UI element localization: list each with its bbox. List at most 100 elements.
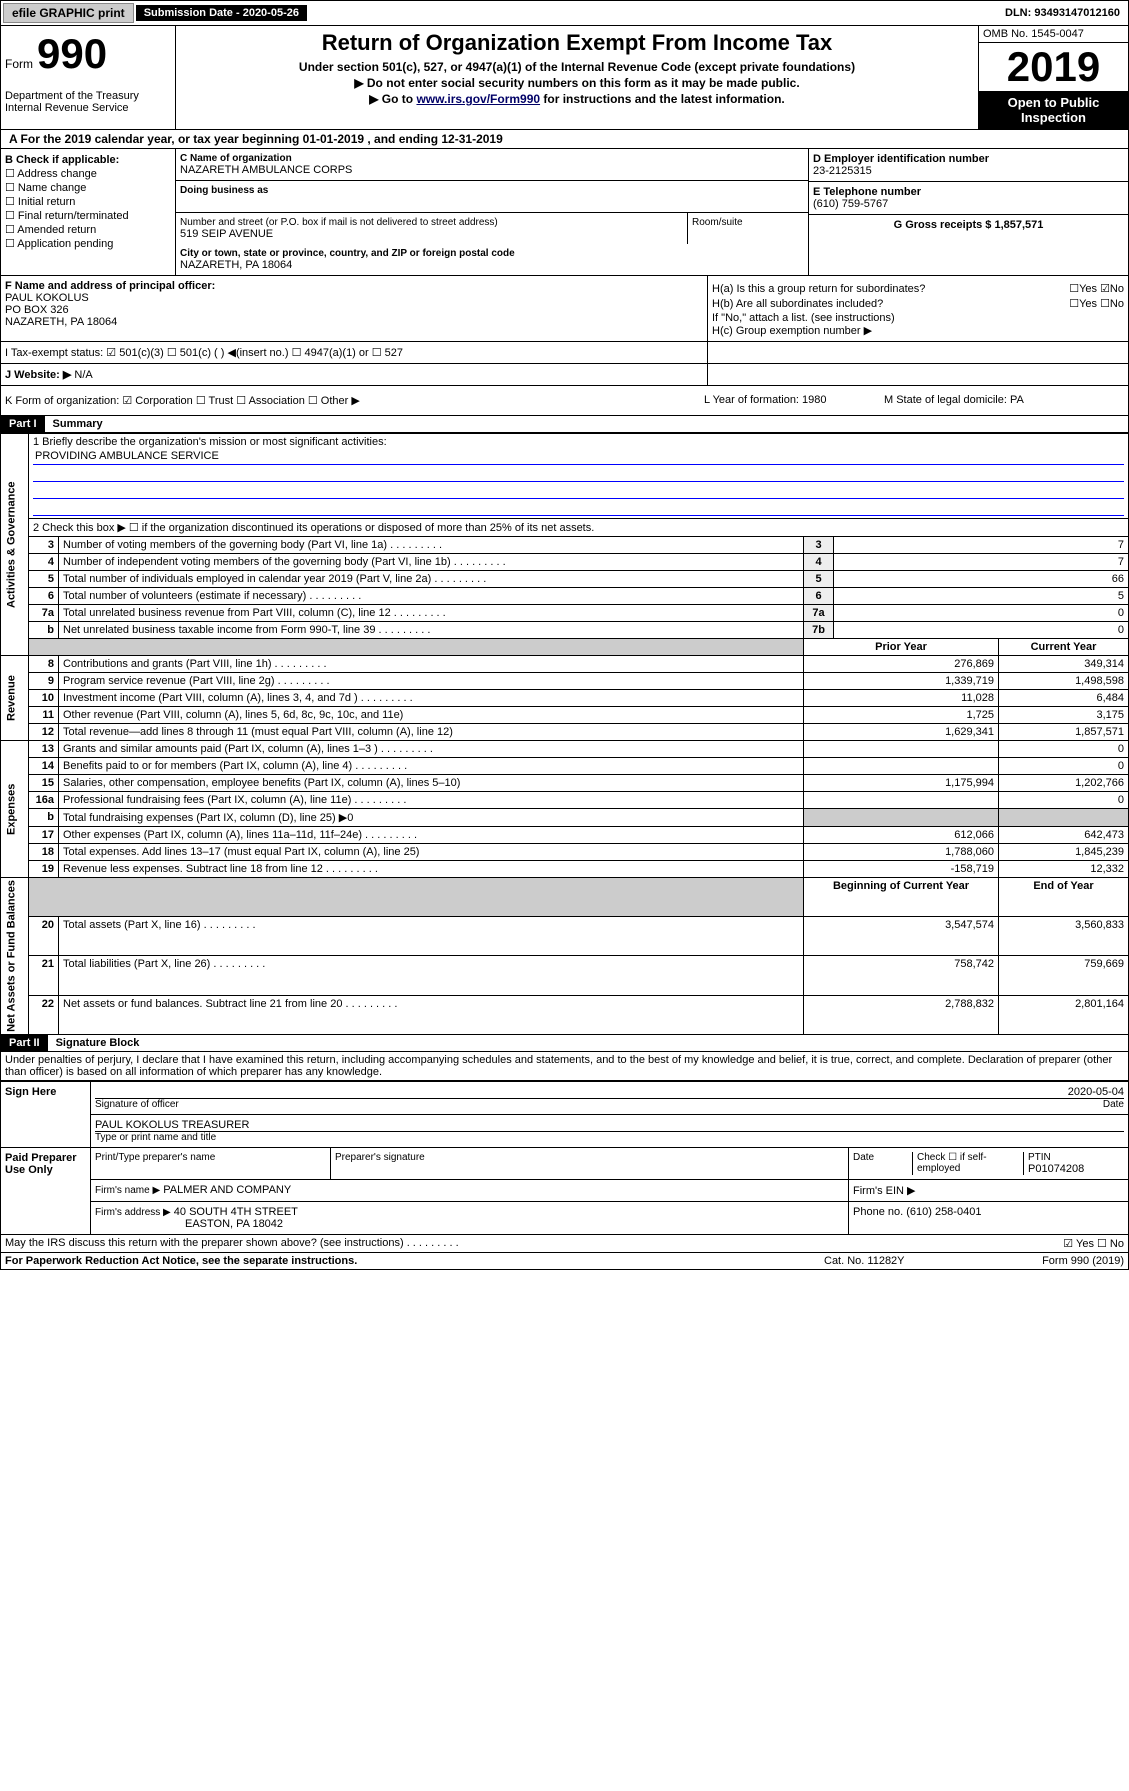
firm-ein-label: Firm's EIN ▶ xyxy=(849,1179,1129,1201)
hb-note: If "No," attach a list. (see instruction… xyxy=(712,312,1124,324)
ha-answer: ☐Yes ☑No xyxy=(1069,282,1124,295)
cb-final-return[interactable]: ☐ Final return/terminated xyxy=(5,209,171,222)
form-number: 990 xyxy=(37,30,107,78)
city-label: City or town, state or province, country… xyxy=(180,248,804,259)
row-k: K Form of organization: ☑ Corporation ☐ … xyxy=(0,386,1129,416)
section-b-to-g: B Check if applicable: ☐ Address change … xyxy=(0,149,1129,276)
ein-value: 23-2125315 xyxy=(813,165,1124,177)
name-title-label: Type or print name and title xyxy=(95,1132,1124,1143)
irs-link[interactable]: www.irs.gov/Form990 xyxy=(416,92,540,106)
org-name-label: C Name of organization xyxy=(180,153,804,164)
self-employed-cb[interactable]: Check ☐ if self-employed xyxy=(913,1152,1024,1175)
part1-header: Part I Summary xyxy=(0,416,1129,433)
tel-value: (610) 759-5767 xyxy=(813,198,1124,210)
tax-status-label: I Tax-exempt status: xyxy=(5,347,103,359)
mission-text: PROVIDING AMBULANCE SERVICE xyxy=(33,448,1124,465)
dept-label: Department of the Treasury Internal Reve… xyxy=(5,90,171,114)
prep-date-label: Date xyxy=(853,1152,913,1175)
line2-text: 2 Check this box ▶ ☐ if the organization… xyxy=(29,519,1129,537)
val-6: 5 xyxy=(834,588,1129,605)
gross-receipts: G Gross receipts $ 1,857,571 xyxy=(894,219,1044,231)
tel-label: E Telephone number xyxy=(813,186,1124,198)
side-net-assets: Net Assets or Fund Balances xyxy=(1,878,29,1035)
row-a-period: A For the 2019 calendar year, or tax yea… xyxy=(0,130,1129,149)
firm-name-label: Firm's name ▶ xyxy=(95,1185,160,1196)
subtitle-1: Under section 501(c), 527, or 4947(a)(1)… xyxy=(180,60,974,74)
discuss-answer: ☑ Yes ☐ No xyxy=(1063,1237,1124,1250)
ptin-label: PTIN xyxy=(1028,1152,1120,1163)
discuss-text: May the IRS discuss this return with the… xyxy=(5,1237,1063,1250)
footer: For Paperwork Reduction Act Notice, see … xyxy=(0,1253,1129,1270)
prior-year-hdr: Prior Year xyxy=(804,639,999,656)
hb-answer: ☐Yes ☐No xyxy=(1069,297,1124,310)
side-revenue: Revenue xyxy=(1,656,29,741)
val-7a: 0 xyxy=(834,605,1129,622)
side-expenses: Expenses xyxy=(1,741,29,878)
prep-name-label: Print/Type preparer's name xyxy=(95,1152,326,1163)
firm-addr-label: Firm's address ▶ xyxy=(95,1207,171,1218)
omb-number: OMB No. 1545-0047 xyxy=(979,26,1128,43)
cb-initial-return[interactable]: ☐ Initial return xyxy=(5,195,171,208)
dba-label: Doing business as xyxy=(180,185,804,196)
officer-addr1: PO BOX 326 xyxy=(5,304,703,316)
room-label: Room/suite xyxy=(692,217,804,228)
officer-name: PAUL KOKOLUS xyxy=(5,292,703,304)
firm-addr: 40 SOUTH 4TH STREET xyxy=(174,1206,298,1218)
form-header: Form 990 Department of the Treasury Inte… xyxy=(0,26,1129,130)
col-b-header: B Check if applicable: xyxy=(5,154,171,166)
ha-label: H(a) Is this a group return for subordin… xyxy=(712,283,1069,295)
cb-name-change[interactable]: ☐ Name change xyxy=(5,181,171,194)
summary-table: Activities & Governance 1 Briefly descri… xyxy=(0,433,1129,1035)
subtitle-3: ▶ Go to www.irs.gov/Form990 for instruct… xyxy=(180,92,974,106)
cb-amended[interactable]: ☐ Amended return xyxy=(5,223,171,236)
cb-pending[interactable]: ☐ Application pending xyxy=(5,237,171,250)
footer-right: Form 990 (2019) xyxy=(974,1255,1124,1267)
signature-table: Sign Here 2020-05-04 Signature of office… xyxy=(0,1081,1129,1235)
row-i: I Tax-exempt status: ☑ 501(c)(3) ☐ 501(c… xyxy=(0,342,1129,364)
begin-year-hdr: Beginning of Current Year xyxy=(804,878,999,917)
efile-button[interactable]: efile GRAPHIC print xyxy=(3,3,134,23)
footer-mid: Cat. No. 11282Y xyxy=(824,1255,974,1267)
val-4: 7 xyxy=(834,554,1129,571)
form-org-type: K Form of organization: ☑ Corporation ☐ … xyxy=(5,394,704,407)
hc-label: H(c) Group exemption number ▶ xyxy=(712,324,1124,337)
org-name: NAZARETH AMBULANCE CORPS xyxy=(180,164,804,176)
discuss-row: May the IRS discuss this return with the… xyxy=(0,1235,1129,1253)
form-title: Return of Organization Exempt From Incom… xyxy=(180,30,974,56)
date-label: Date xyxy=(1103,1099,1124,1110)
officer-addr2: NAZARETH, PA 18064 xyxy=(5,316,703,328)
top-toolbar: efile GRAPHIC print Submission Date - 20… xyxy=(0,0,1129,26)
perjury-text: Under penalties of perjury, I declare th… xyxy=(0,1052,1129,1081)
sign-here-label: Sign Here xyxy=(1,1081,91,1147)
sig-officer-label: Signature of officer xyxy=(95,1099,1103,1110)
tax-status-opts: ☑ 501(c)(3) ☐ 501(c) ( ) ◀(insert no.) ☐… xyxy=(106,347,403,359)
current-year-hdr: Current Year xyxy=(999,639,1129,656)
side-governance: Activities & Governance xyxy=(1,434,29,656)
website-value: N/A xyxy=(74,369,92,381)
ptin-value: P01074208 xyxy=(1028,1163,1120,1175)
dln-value: DLN: 93493147012160 xyxy=(997,5,1128,21)
street-address: 519 SEIP AVENUE xyxy=(180,228,683,240)
cb-address-change[interactable]: ☐ Address change xyxy=(5,167,171,180)
hb-label: H(b) Are all subordinates included? xyxy=(712,298,1069,310)
subtitle-2: ▶ Do not enter social security numbers o… xyxy=(180,76,974,90)
row-j: J Website: ▶ N/A xyxy=(0,364,1129,386)
city-value: NAZARETH, PA 18064 xyxy=(180,259,804,271)
year-formation: L Year of formation: 1980 xyxy=(704,394,884,407)
line1-label: 1 Briefly describe the organization's mi… xyxy=(33,436,1124,448)
officer-printed-name: PAUL KOKOLUS TREASURER xyxy=(95,1119,1124,1132)
tax-year: 2019 xyxy=(979,43,1128,91)
addr-label: Number and street (or P.O. box if mail i… xyxy=(180,217,683,228)
website-label: J Website: ▶ xyxy=(5,369,71,381)
part2-header: Part II Signature Block xyxy=(0,1035,1129,1052)
val-7b: 0 xyxy=(834,622,1129,639)
end-year-hdr: End of Year xyxy=(999,878,1129,917)
inspection-badge: Open to Public Inspection xyxy=(979,91,1128,129)
val-5: 66 xyxy=(834,571,1129,588)
state-domicile: M State of legal domicile: PA xyxy=(884,394,1124,407)
firm-name: PALMER AND COMPANY xyxy=(163,1184,291,1196)
sig-date: 2020-05-04 xyxy=(1068,1086,1124,1098)
form-label: Form xyxy=(5,57,33,71)
section-f-h: F Name and address of principal officer:… xyxy=(0,276,1129,342)
submission-date: Submission Date - 2020-05-26 xyxy=(136,5,307,21)
